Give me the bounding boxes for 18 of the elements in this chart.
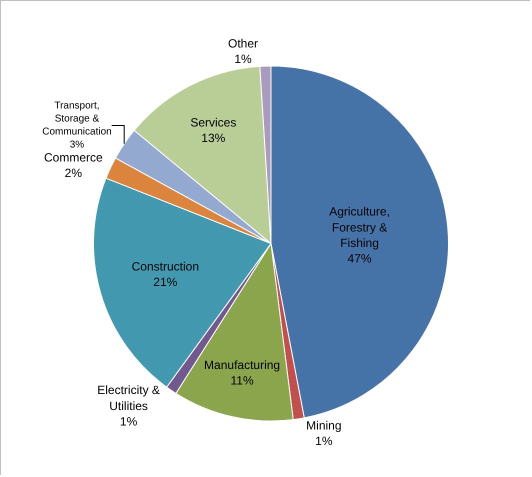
data-label: 13% (201, 131, 226, 146)
data-label: 1% (120, 414, 138, 428)
slice-label: Commerce (44, 150, 103, 164)
data-label: 2% (64, 166, 82, 180)
slice-label: Agriculture, Forestry & Fishing (329, 204, 390, 250)
data-label: 1% (315, 434, 333, 448)
slice-label: Manufacturing (204, 358, 280, 372)
data-label: 1% (234, 52, 252, 66)
data-label: 11% (230, 374, 254, 388)
slice-label: Other (228, 36, 258, 51)
slice-label: Services (190, 116, 236, 130)
slice-label: Transport, Storage & Communication (42, 100, 112, 138)
data-label: 21% (153, 275, 178, 290)
data-label: 3% (70, 139, 84, 150)
slice-label: Mining (306, 418, 342, 432)
data-label: 47% (348, 252, 372, 266)
slice-label: Electricity & Utilities (97, 383, 160, 413)
slice-label: Construction (132, 259, 200, 274)
